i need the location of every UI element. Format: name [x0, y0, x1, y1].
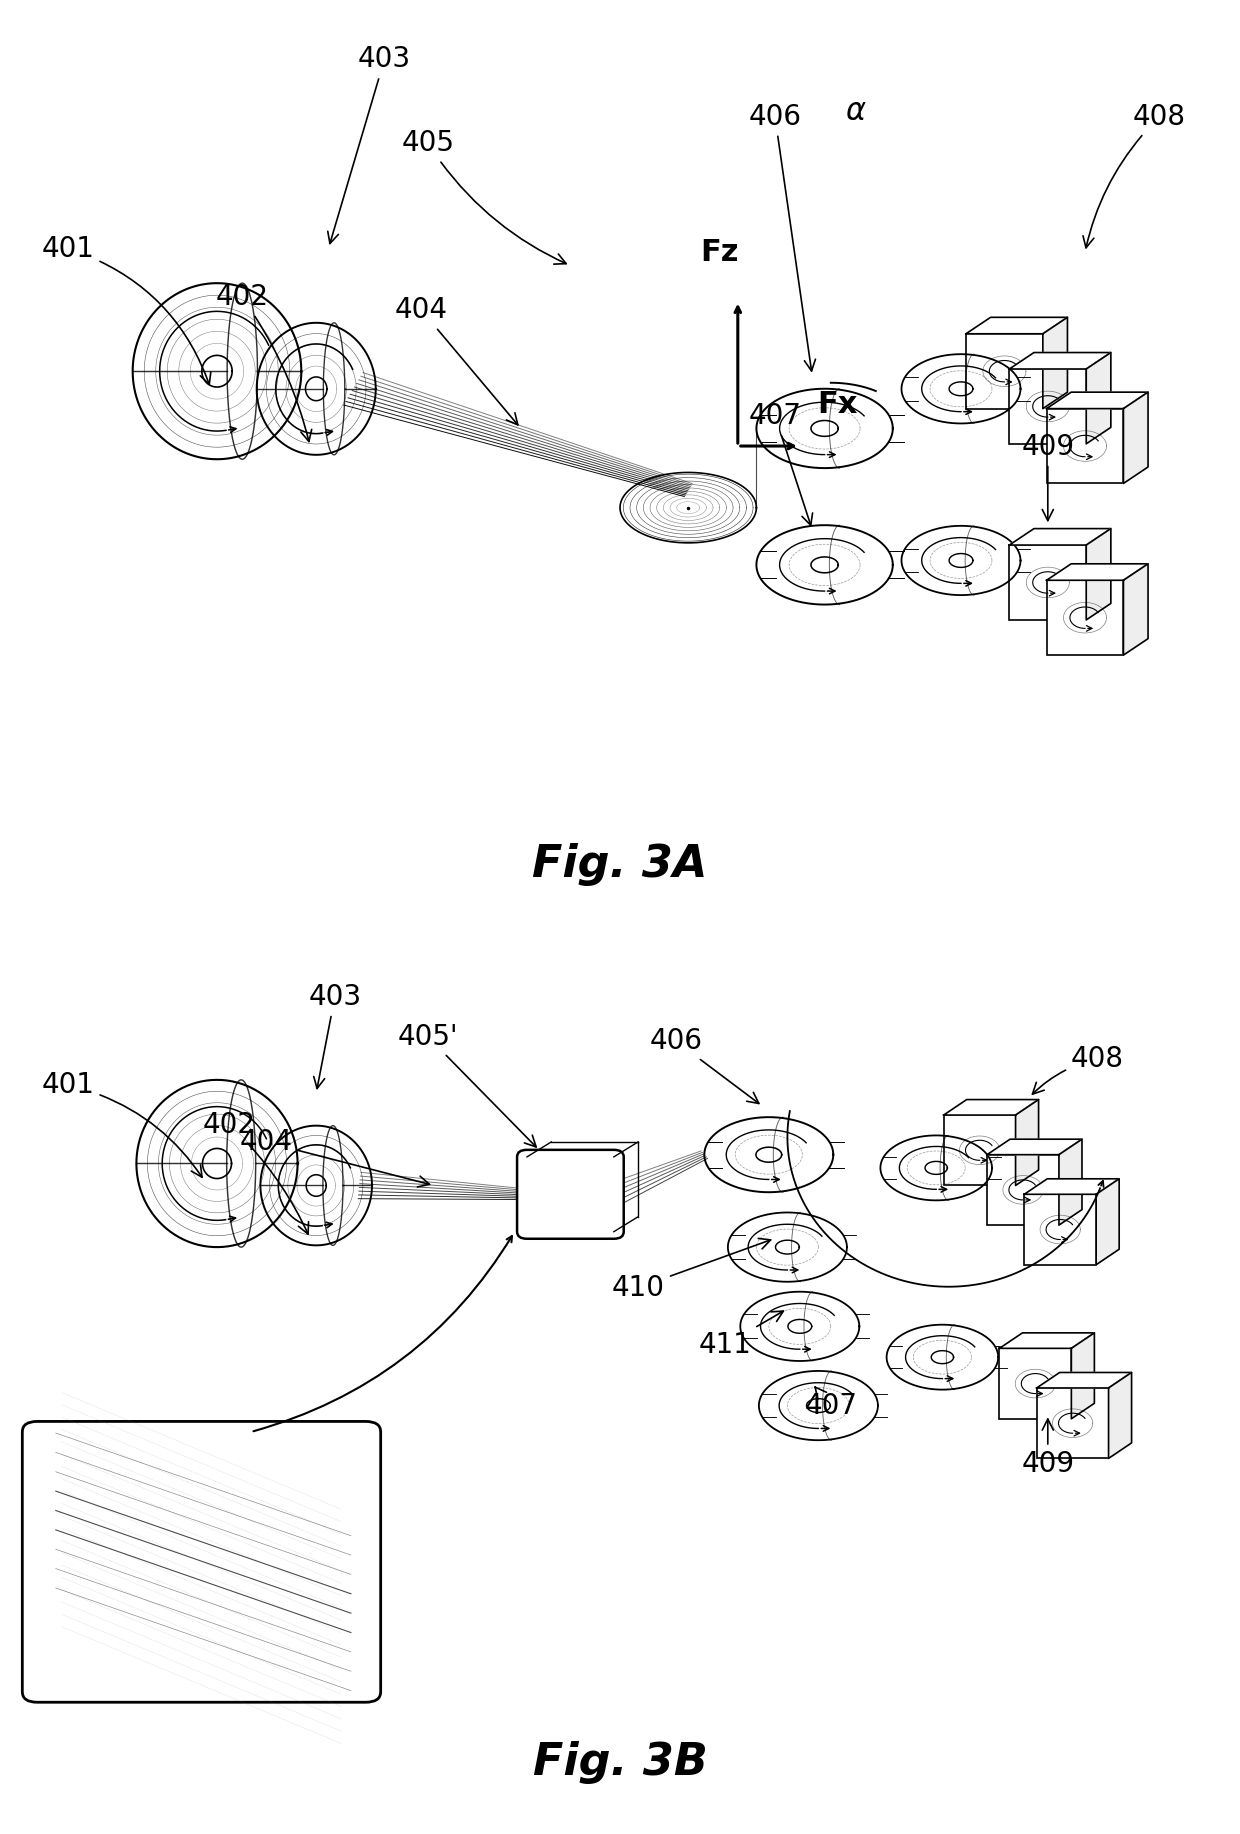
Text: Fig. 3B: Fig. 3B [533, 1740, 707, 1784]
Bar [1047, 580, 1123, 655]
Polygon shape [1096, 1179, 1120, 1265]
Polygon shape [1059, 1139, 1083, 1225]
Bar [1009, 369, 1086, 444]
Text: Fz: Fz [699, 238, 739, 268]
Text: 407: 407 [805, 1387, 857, 1420]
Bar [1009, 545, 1086, 620]
Text: 409: 409 [1022, 1420, 1074, 1478]
Polygon shape [1109, 1372, 1132, 1458]
Polygon shape [987, 1139, 1083, 1155]
Text: 401: 401 [42, 235, 211, 385]
Text: 402: 402 [216, 282, 311, 442]
Text: 405: 405 [402, 128, 567, 264]
Polygon shape [1037, 1372, 1132, 1388]
Bar [944, 1115, 1016, 1185]
Bar [966, 334, 1043, 409]
Polygon shape [1043, 317, 1068, 409]
Text: 410: 410 [613, 1238, 770, 1302]
Text: 411: 411 [699, 1311, 784, 1359]
Text: 401: 401 [42, 1071, 202, 1177]
Text: Fx: Fx [817, 389, 857, 418]
Text: 403: 403 [309, 983, 361, 1089]
Bar [1037, 1388, 1109, 1458]
FancyBboxPatch shape [517, 1150, 624, 1238]
Polygon shape [1123, 392, 1148, 484]
Text: 403: 403 [327, 46, 410, 244]
Text: 402: 402 [203, 1111, 309, 1234]
Polygon shape [966, 317, 1068, 334]
Polygon shape [944, 1100, 1039, 1115]
Polygon shape [1009, 352, 1111, 369]
Text: 406: 406 [650, 1027, 759, 1104]
Polygon shape [1071, 1333, 1095, 1420]
Text: 408: 408 [1033, 1045, 1123, 1095]
Bar [1024, 1194, 1096, 1265]
Bar [999, 1348, 1071, 1420]
Text: $\alpha$: $\alpha$ [844, 97, 867, 127]
Polygon shape [1047, 392, 1148, 409]
Polygon shape [1047, 563, 1148, 580]
Polygon shape [1024, 1179, 1120, 1194]
FancyBboxPatch shape [22, 1421, 381, 1702]
Text: 404: 404 [62, 1634, 104, 1654]
Polygon shape [999, 1333, 1095, 1348]
Polygon shape [1016, 1100, 1039, 1185]
Text: 407: 407 [749, 402, 812, 525]
Text: 405': 405' [119, 1464, 215, 1513]
Text: 404: 404 [241, 1128, 429, 1187]
Polygon shape [1009, 528, 1111, 545]
Text: Fig. 3A: Fig. 3A [532, 842, 708, 886]
Text: 406: 406 [749, 103, 816, 370]
Polygon shape [1086, 352, 1111, 444]
Polygon shape [1123, 563, 1148, 655]
Text: 405': 405' [398, 1023, 536, 1146]
Bar [987, 1155, 1059, 1225]
Polygon shape [1086, 528, 1111, 620]
Bar [1047, 409, 1123, 484]
Text: 404: 404 [396, 297, 518, 425]
Text: 408: 408 [1083, 103, 1185, 248]
Text: 409: 409 [1022, 433, 1074, 521]
